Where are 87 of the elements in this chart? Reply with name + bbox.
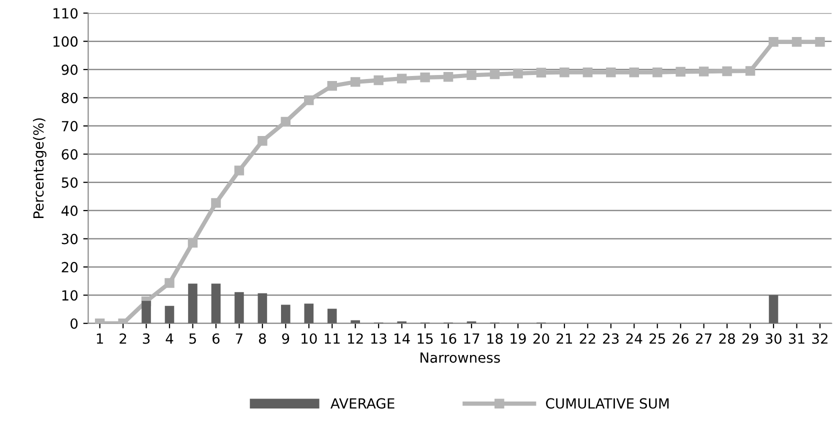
point <box>234 166 244 176</box>
point <box>722 66 732 76</box>
point <box>768 37 778 47</box>
y-tick-label: 80 <box>62 92 78 104</box>
x-tick-label: 24 <box>626 333 642 344</box>
point <box>164 278 174 288</box>
point <box>443 72 454 82</box>
x-tick-label: 6 <box>212 333 220 344</box>
y-tick-label: 70 <box>62 120 78 132</box>
point <box>466 70 476 80</box>
bar <box>258 293 268 324</box>
legend-label: AVERAGE <box>330 398 394 409</box>
y-tick-label: 50 <box>62 177 78 188</box>
y-tick-label: 0 <box>70 318 78 329</box>
x-tick-label: 14 <box>394 334 410 344</box>
x-axis-title: Narrowness <box>420 352 500 363</box>
x-tick-label: 10 <box>302 333 317 344</box>
x-tick-label: 13 <box>371 333 386 344</box>
point <box>629 67 639 78</box>
bar <box>211 284 221 324</box>
point <box>676 66 686 77</box>
bar <box>281 304 290 324</box>
x-tick-label: 15 <box>418 334 433 344</box>
x-tick-label: 22 <box>580 333 596 344</box>
x-tick-label: 25 <box>650 333 665 344</box>
x-tick-label: 19 <box>510 333 526 344</box>
point <box>745 66 756 76</box>
x-tick-label: 8 <box>258 333 266 344</box>
x-tick-label: 20 <box>533 333 550 344</box>
x-tick-label: 12 <box>348 333 363 344</box>
x-tick-label: 17 <box>464 334 480 344</box>
y-tick-label: 40 <box>61 206 78 216</box>
bar <box>304 304 314 324</box>
point <box>396 74 407 84</box>
point <box>513 68 523 78</box>
y-axis-title: Percentage(%) <box>32 118 46 218</box>
x-tick-label: 29 <box>742 333 758 344</box>
x-tick-label: 11 <box>324 334 340 344</box>
x-tick-label: 26 <box>672 333 689 344</box>
y-tick-label: 30 <box>62 234 78 244</box>
bar <box>768 295 778 324</box>
x-tick-label: 4 <box>166 334 174 344</box>
y-tick-label: 10 <box>62 290 78 301</box>
point <box>327 81 337 91</box>
point <box>815 37 825 47</box>
point <box>374 75 384 86</box>
x-tick-label: 16 <box>440 333 456 344</box>
x-tick-label: 21 <box>556 333 572 344</box>
point <box>582 67 593 78</box>
x-tick-label: 31 <box>788 333 804 344</box>
point <box>188 238 198 248</box>
x-tick-label: 7 <box>236 334 242 344</box>
legend-label: CUMULATIVE SUM <box>546 398 669 409</box>
point <box>698 66 709 76</box>
y-tick-label: 100 <box>53 36 78 47</box>
point <box>652 67 662 78</box>
point <box>536 68 546 78</box>
x-tick-label: 23 <box>603 333 619 344</box>
point <box>792 37 802 47</box>
point <box>304 95 314 106</box>
x-tick-label: 28 <box>719 333 735 344</box>
x-tick-label: 1 <box>96 334 103 344</box>
bar <box>327 308 337 324</box>
x-tick-label: 2 <box>120 333 126 344</box>
y-tick-label: 90 <box>62 64 78 75</box>
point <box>606 67 616 78</box>
y-tick-label: 20 <box>62 262 78 272</box>
x-tick-label: 3 <box>142 333 150 344</box>
point <box>560 67 570 78</box>
bar <box>188 284 198 324</box>
point <box>490 69 500 80</box>
x-tick-label: 30 <box>766 333 782 344</box>
bar <box>142 300 151 324</box>
y-tick-label: 60 <box>62 149 78 160</box>
x-tick-label: 27 <box>696 333 712 344</box>
point <box>258 136 268 146</box>
bar <box>234 292 244 324</box>
point <box>420 72 430 82</box>
point <box>350 77 360 87</box>
y-tick-label: 110 <box>53 8 78 19</box>
x-tick-label: 32 <box>812 333 828 344</box>
x-tick-label: 5 <box>189 334 196 344</box>
x-tick-label: 18 <box>487 333 503 344</box>
bar <box>164 306 174 324</box>
point <box>280 116 291 127</box>
point <box>211 198 221 208</box>
x-tick-label: 9 <box>282 333 290 344</box>
